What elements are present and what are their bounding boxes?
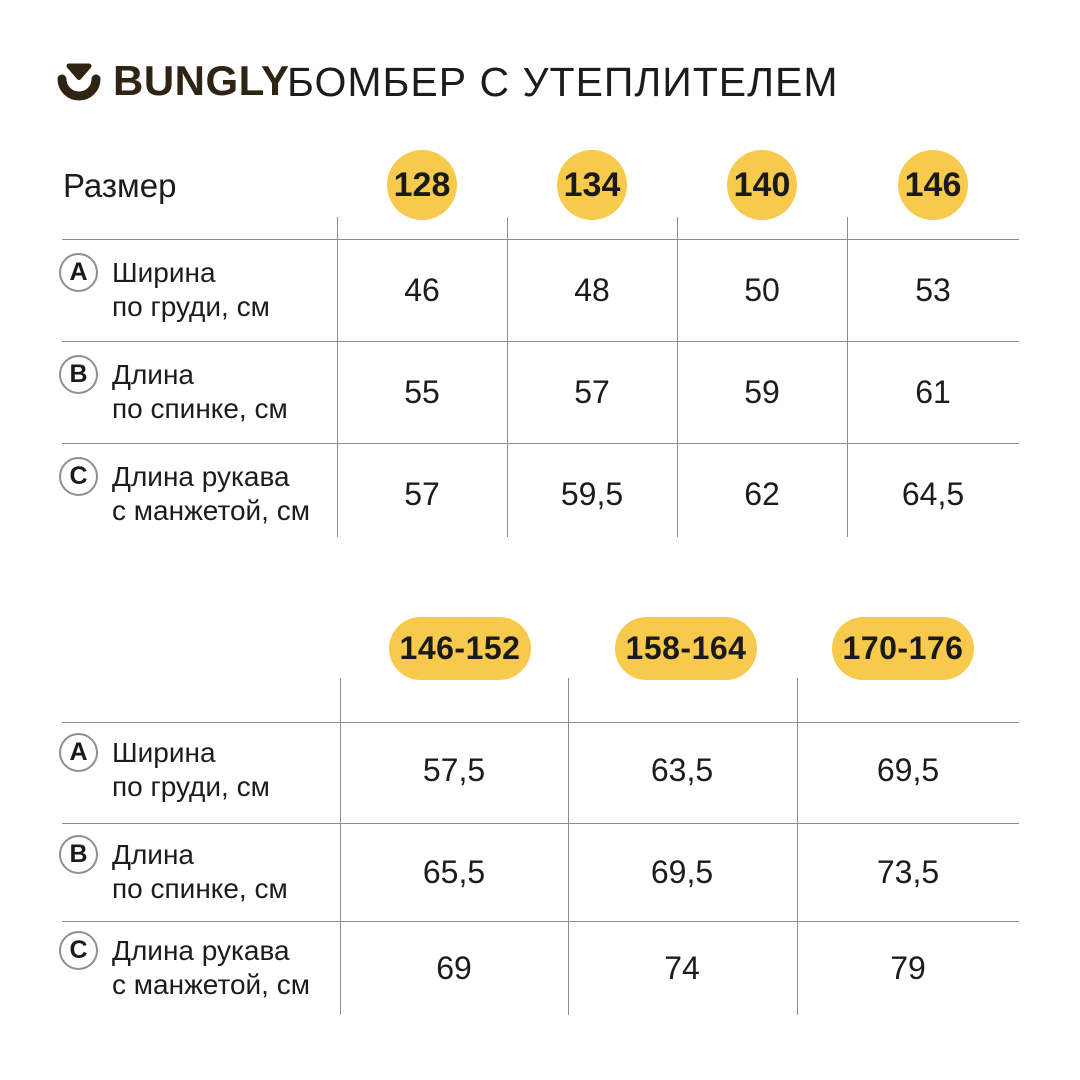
measure-label: Ширина по груди, см <box>112 736 270 804</box>
measure-value: 61 <box>915 374 951 410</box>
grid-line-vertical <box>847 217 848 537</box>
measure-value: 62 <box>744 476 780 512</box>
measure-label-line1: Ширина <box>112 737 216 768</box>
measure-letter-badge: A <box>59 253 98 292</box>
measure-value: 79 <box>890 950 926 986</box>
measure-label-line2: по груди, см <box>112 291 270 322</box>
size-badge: 128 <box>387 150 457 220</box>
grid-line-vertical <box>507 217 508 537</box>
measure-label: Ширина по груди, см <box>112 256 270 324</box>
grid-line-horizontal <box>62 341 1019 342</box>
measure-value: 57 <box>574 374 610 410</box>
measure-label: Длина по спинке, см <box>112 358 288 426</box>
measure-label: Длина рукава с манжетой, см <box>112 934 310 1002</box>
bungly-logo-icon <box>57 63 101 101</box>
measure-value: 65,5 <box>422 854 486 890</box>
measure-label-line1: Длина <box>112 839 194 870</box>
measure-value: 46 <box>404 272 440 308</box>
grid-line-vertical <box>337 217 338 537</box>
measure-label-line1: Длина <box>112 359 194 390</box>
grid-line-vertical <box>677 217 678 537</box>
measure-label-line1: Длина рукава <box>112 935 290 966</box>
size-range-badge: 146-152 <box>389 617 531 680</box>
grid-line-vertical <box>797 678 798 1015</box>
measure-label-line2: по груди, см <box>112 771 270 802</box>
measure-label-line1: Длина рукава <box>112 461 290 492</box>
measure-letter-badge: A <box>59 733 98 772</box>
measure-letter-badge: C <box>59 931 98 970</box>
measure-value: 74 <box>664 950 700 986</box>
measure-value: 57 <box>404 476 440 512</box>
grid-line-horizontal <box>62 722 1019 723</box>
measure-value: 48 <box>574 272 610 308</box>
measure-value: 57,5 <box>422 752 486 788</box>
measure-label-line1: Ширина <box>112 257 216 288</box>
grid-line-horizontal <box>62 823 1019 824</box>
measure-value: 64,5 <box>901 476 965 512</box>
measure-value: 55 <box>404 374 440 410</box>
measure-value: 73,5 <box>876 854 940 890</box>
grid-line-horizontal <box>62 443 1019 444</box>
size-range-badge: 158-164 <box>615 617 757 680</box>
measure-label: Длина рукава с манжетой, см <box>112 460 310 528</box>
measure-value: 59 <box>744 374 780 410</box>
measure-value: 69,5 <box>876 752 940 788</box>
measure-value: 53 <box>915 272 951 308</box>
measure-label-line2: с манжетой, см <box>112 495 310 526</box>
measure-label: Длина по спинке, см <box>112 838 288 906</box>
page-title: БОМБЕР С УТЕПЛИТЕЛЕМ <box>287 59 839 105</box>
size-badge: 146 <box>898 150 968 220</box>
size-badge: 134 <box>557 150 627 220</box>
grid-line-vertical <box>568 678 569 1015</box>
measure-value: 69,5 <box>650 854 714 890</box>
measure-label-line2: с манжетой, см <box>112 969 310 1000</box>
size-range-badge: 170-176 <box>832 617 974 680</box>
brand-name: BUNGLY <box>113 57 290 104</box>
measure-label-line2: по спинке, см <box>112 393 288 424</box>
measure-letter-badge: C <box>59 457 98 496</box>
measure-label-line2: по спинке, см <box>112 873 288 904</box>
measure-value: 63,5 <box>650 752 714 788</box>
measure-value: 69 <box>436 950 472 986</box>
measure-value: 59,5 <box>560 476 624 512</box>
grid-line-horizontal <box>62 921 1019 922</box>
grid-line-horizontal <box>62 239 1019 240</box>
measure-letter-badge: B <box>59 835 98 874</box>
size-column-label: Размер <box>63 167 177 204</box>
measure-letter-badge: B <box>59 355 98 394</box>
size-badge: 140 <box>727 150 797 220</box>
measure-value: 50 <box>744 272 780 308</box>
grid-line-vertical <box>340 678 341 1015</box>
